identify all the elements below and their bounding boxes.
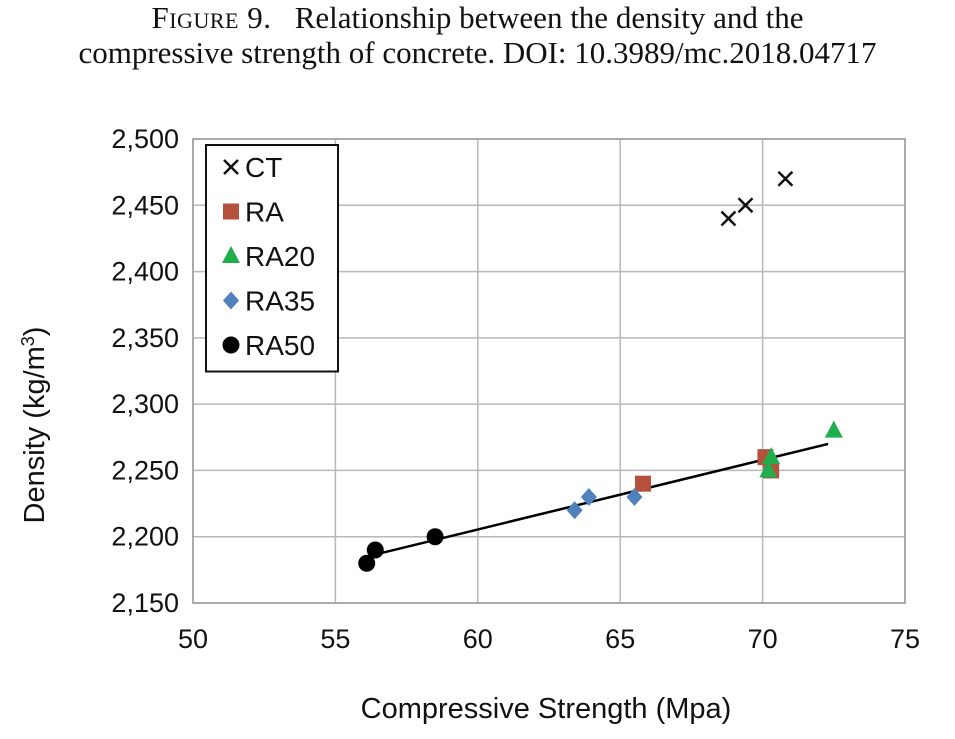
legend-label-ct: CT	[245, 152, 282, 183]
data-point-ra20	[824, 420, 843, 438]
caption-line-1: Figure 9. Relationship between the densi…	[0, 0, 955, 35]
data-point-ra20	[762, 447, 781, 465]
series-ct	[720, 170, 794, 227]
legend-item-ra: RA	[223, 197, 284, 228]
y-tick-label: 2,300	[111, 389, 179, 419]
series-ra35	[566, 487, 643, 520]
legend-label-ra35: RA35	[245, 286, 315, 317]
y-axis-title-main: Density (kg/m	[19, 346, 51, 523]
data-point-ct-stroke	[720, 210, 737, 227]
legend-marker-ct-stroke	[223, 159, 239, 175]
y-tick-label: 2,500	[111, 124, 179, 154]
x-axis-title: Compressive Strength (Mpa)	[361, 693, 732, 725]
series-ra50	[358, 528, 444, 572]
data-point-ct-stroke	[737, 197, 754, 214]
x-tick-label: 75	[890, 624, 920, 654]
data-point-ra20	[759, 460, 778, 478]
y-axis-title: Density (kg/m3)	[18, 327, 51, 524]
legend: CT RA RA20 RA35 RA50	[205, 144, 339, 373]
legend-item-ra35: RA35	[223, 286, 315, 317]
data-point-ra35	[626, 487, 643, 506]
legend-marker-ra	[223, 203, 239, 220]
legend-label-ra50: RA50	[245, 330, 315, 361]
data-point-ra50	[366, 541, 384, 559]
series-ra20	[759, 420, 843, 478]
y-tick-label: 2,250	[111, 455, 179, 485]
data-point-ra50	[358, 554, 376, 572]
legend-item-ct: CT	[223, 152, 282, 183]
data-points	[358, 170, 843, 572]
plot-area	[192, 138, 906, 604]
data-point-ra50	[426, 528, 444, 546]
y-tick-label: 2,450	[111, 190, 179, 220]
data-point-ra	[634, 475, 651, 492]
tick-labels: 50 55 60 65 70 75 2,150 2,200 2,250 2,300 2,350 2,4…	[111, 124, 920, 654]
legend-label-ra: RA	[245, 197, 284, 228]
data-point-ct-stroke	[777, 170, 794, 187]
y-tick-label: 2,150	[111, 588, 179, 618]
y-axis-title-close: )	[19, 327, 51, 337]
legend-item-ra20: RA20	[222, 241, 315, 272]
legend-marker-ct	[223, 159, 239, 175]
legend-marker-ra35	[223, 291, 239, 310]
data-point-ra35	[566, 501, 583, 520]
caption-line-2: compressive strength of concrete. DOI: 1…	[78, 35, 877, 70]
data-point-ra35	[580, 487, 597, 506]
trendline-group	[366, 442, 829, 558]
x-tick-label: 55	[320, 624, 350, 654]
data-point-ct	[720, 210, 737, 227]
y-tick-label: 2,400	[111, 257, 179, 287]
trendline	[366, 442, 829, 558]
figure-label: Figure 9.	[151, 0, 272, 35]
legend-marker-ra20	[222, 246, 240, 263]
y-tick-label: 2,200	[111, 522, 179, 552]
y-axis-title-sup: 3	[18, 336, 38, 346]
figure-caption: Figure 9. Relationship between the densi…	[0, 0, 955, 70]
x-tick-label: 65	[605, 624, 635, 654]
x-tick-label: 50	[178, 624, 208, 654]
x-tick-label: 70	[748, 624, 778, 654]
legend-label-ra20: RA20	[245, 241, 315, 272]
caption-text-1: Relationship between the density and the	[294, 0, 804, 35]
x-tick-label: 60	[463, 624, 493, 654]
data-point-ct	[737, 197, 754, 214]
y-tick-label: 2,350	[111, 323, 179, 353]
legend-marker-ra50	[222, 336, 240, 354]
data-point-ct	[777, 170, 794, 187]
legend-item-ra50: RA50	[222, 330, 315, 361]
